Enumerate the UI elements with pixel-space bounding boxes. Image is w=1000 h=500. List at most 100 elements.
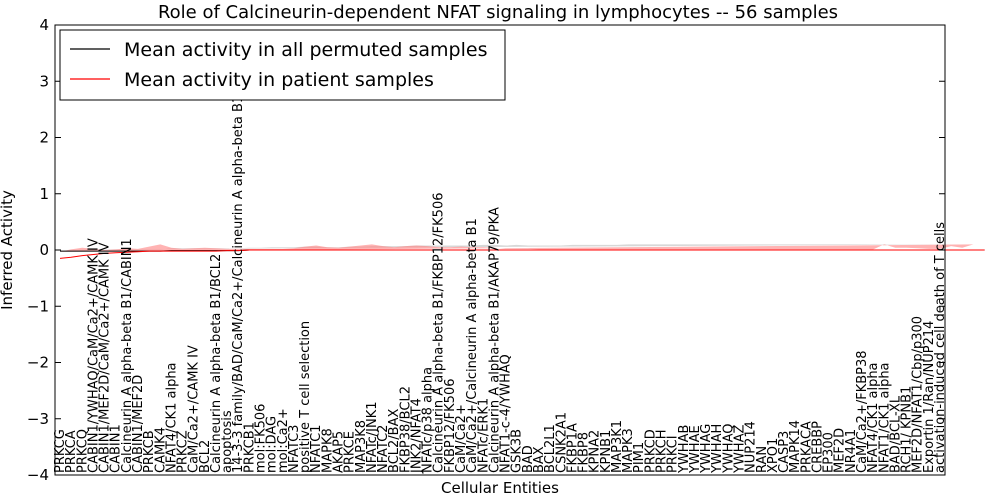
- legend-box: [59, 29, 506, 101]
- x-tick-label: activation-induced cell death of T cells: [933, 222, 948, 473]
- x-tick-label: CSNK2A1: [554, 412, 569, 473]
- x-tick-label: KPNA2: [588, 430, 603, 473]
- y-tick-label: 1: [39, 185, 49, 203]
- x-tick-label: CaM/Ca2+/Calcineurin A alpha-beta B1: [465, 218, 480, 473]
- y-tick-label: 2: [39, 129, 49, 147]
- x-tick-label: FKBP12/FK506: [443, 379, 458, 474]
- x-tick-label: PRKCB1: [242, 422, 257, 473]
- x-tick-label: JNK2/NFAT4: [410, 398, 425, 474]
- x-tick-label: NFAT1-c-4/YWHAQ: [499, 354, 514, 473]
- x-tick-label: MAP3K8: [354, 420, 369, 473]
- x-tick-label: Exportin 1/Ran/NUP214: [922, 321, 937, 473]
- x-tick-label: YWHAQ: [721, 424, 736, 474]
- x-tick-label: positive T cell selection: [298, 321, 313, 473]
- x-tick-label: mol:FK506: [254, 404, 269, 473]
- y-tick-label: −3: [27, 410, 49, 428]
- x-tick-label: CABIN1: [109, 424, 124, 473]
- x-tick-label: CaM/Ca2+: [454, 404, 469, 473]
- x-tick-label: NFATc/p38 alpha: [421, 367, 436, 473]
- x-tick-label: BCL2L1: [543, 424, 558, 473]
- x-tick-label: YWHAH: [710, 424, 725, 474]
- x-tick-label: BAD: [521, 445, 536, 473]
- legend: Mean activity in all permuted samples Me…: [59, 29, 506, 101]
- x-tick-label: BAD/BCL-XL: [888, 395, 903, 473]
- x-tick-label: CABIN1/MEF2D: [131, 375, 146, 473]
- x-tick-label: NFATc/ERK1: [476, 398, 491, 473]
- x-tick-label: PRKCI: [666, 435, 681, 473]
- legend-label-permuted: Mean activity in all permuted samples: [124, 39, 487, 61]
- x-tick-label: NFATC1: [309, 425, 324, 473]
- x-tick-label: PRKCZ: [176, 430, 191, 473]
- x-tick-label: PRKCD: [643, 429, 658, 473]
- y-tick-label: −2: [27, 354, 49, 372]
- x-tick-label: MAPK14: [788, 420, 803, 473]
- x-tick-label: NFAT4/CK1 alpha: [164, 362, 179, 473]
- y-tick-label: −4: [27, 466, 49, 484]
- x-tick-label: PRKACA: [799, 421, 814, 473]
- x-tick-label: PRKCH: [655, 429, 670, 473]
- x-tick-label: PIM1: [632, 442, 647, 473]
- x-tick-label: BCL2/BAX: [387, 409, 402, 473]
- x-tick-label: Calcineurin A alpha-beta B1/FKBP12/FK506: [432, 193, 447, 473]
- x-tick-label: RCH1/ KPNB1: [900, 386, 915, 473]
- x-tick-label: MAPK3: [621, 428, 636, 473]
- x-tick-label: FKBP1A: [565, 423, 580, 473]
- x-tick-label: NFATC3: [287, 425, 302, 473]
- legend-label-patient: Mean activity in patient samples: [124, 69, 434, 91]
- chart-title: Role of Calcineurin-dependent NFAT signa…: [158, 2, 838, 23]
- x-tick-label: XPO1: [766, 438, 781, 473]
- x-tick-label: PRKCB: [142, 430, 157, 473]
- x-tick-label: Calcineurin A alpha-beta B1/BCL2: [209, 254, 224, 473]
- x-tick-label: PRKCQ: [75, 429, 90, 473]
- x-tick-label: MAP3K1: [610, 420, 625, 473]
- x-tick-label: CREBBP: [811, 421, 826, 473]
- x-tick-label: YWHAB: [677, 425, 692, 474]
- x-tick-label: NFATc/JNK1: [365, 401, 380, 473]
- x-tick-label: mol:Ca2+: [276, 408, 291, 473]
- x-tick-label: AKAP5: [332, 431, 347, 473]
- x-tick-label: BCL2: [198, 440, 213, 473]
- x-tick-labels: PRKCGPRKCAPRKCQCABIN1/YWHAQ/CaM/Ca2+/CAM…: [53, 95, 948, 474]
- x-axis-label: Cellular Entities: [441, 479, 559, 497]
- x-tick-label: NUP214: [744, 421, 759, 473]
- x-tick-label: CABIN1/YWHAQ/CaM/Ca2+/CAMK IV: [86, 238, 101, 473]
- y-tick-label: −1: [27, 297, 49, 315]
- x-tick-label: MEF2D: [833, 428, 848, 473]
- x-tick-label: MEF2D/NFAT1/Cbp/p300: [911, 316, 926, 473]
- x-tick-label: YWHAE: [688, 425, 703, 474]
- x-tick-label: NR4A1: [844, 429, 859, 473]
- x-tick-label: FKBP8: [577, 432, 592, 473]
- series-band-1: [60, 244, 974, 252]
- x-tick-label: CaM/Ca2+/FKBP38: [855, 350, 870, 473]
- series-band-0: [60, 244, 963, 250]
- x-tick-label: GSK3B: [510, 429, 525, 473]
- x-tick-label: 14-3-3 family/BAD/CaM/Ca2+/Calcineurin A…: [231, 95, 246, 473]
- x-tick-label: EP300: [822, 432, 837, 473]
- y-axis-label: Inferred Activity: [0, 190, 16, 310]
- series-lines: [59, 249, 985, 259]
- y-tick-label: 0: [39, 241, 49, 259]
- x-tick-label: PRKCA: [64, 430, 79, 473]
- x-tick-label: NFAT1/CK1 alpha: [877, 362, 892, 473]
- x-tick-label: RAN: [755, 446, 770, 473]
- y-axis: −4 −3 −2 −1 0 1 2 3 4: [27, 16, 945, 484]
- x-tick-label: YWHAZ: [733, 425, 748, 474]
- confidence-bands: [60, 244, 974, 252]
- x-tick-label: PRKCE: [343, 431, 358, 473]
- x-tick-label: mol:DAG: [265, 416, 280, 473]
- x-tick-label: FKBP38/BCL2: [398, 386, 413, 473]
- x-tick-label: CABIN1/MEF2D/CaM/Ca2+/CAMK IV: [98, 242, 113, 473]
- x-tick-label: PRKCG: [53, 429, 68, 473]
- x-tick-label: MAPK8: [320, 428, 335, 473]
- x-tick-label: NFAT4/CK1 alpha: [866, 362, 881, 473]
- y-tick-label: 4: [39, 16, 49, 34]
- y-tick-label: 3: [39, 72, 49, 90]
- x-tick-label: CaM/Ca2+/CAMK IV: [187, 345, 202, 473]
- x-tick-label: Calcineurin A alpha-beta B1/AKAP79/PKA: [487, 207, 502, 473]
- x-tick-label: NFATC2: [376, 425, 391, 473]
- x-tick-label: CAMK4: [153, 427, 168, 473]
- x-tick-label: Calcineurin A alpha-beta B1/CABIN1: [120, 238, 135, 473]
- x-tick-label: apoptosis: [220, 410, 235, 473]
- x-tick-label: CASP3: [777, 431, 792, 473]
